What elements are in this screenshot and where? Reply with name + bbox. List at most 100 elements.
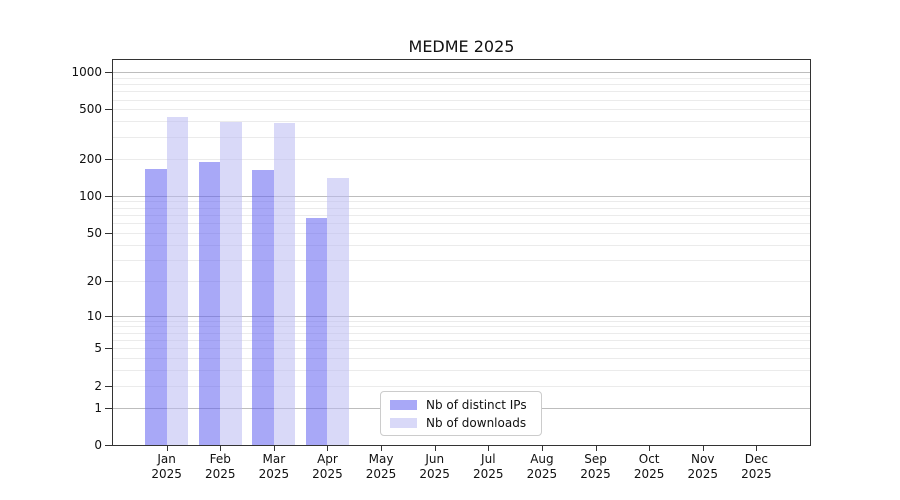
y-tick-mark bbox=[105, 348, 112, 350]
month-label: Feb bbox=[209, 452, 231, 466]
y-tick-label: 20 bbox=[86, 273, 102, 288]
legend-swatch bbox=[390, 417, 417, 428]
year-label: 2025 bbox=[312, 467, 343, 481]
x-tick-mark bbox=[541, 446, 543, 451]
legend-label: Nb of downloads bbox=[426, 415, 527, 430]
gridline bbox=[113, 259, 810, 261]
gridline bbox=[113, 385, 810, 387]
y-tick-label: 100 bbox=[79, 188, 102, 203]
bar-distinct-ips-mar bbox=[252, 170, 274, 445]
x-tick-label: May 2025 bbox=[353, 452, 409, 482]
gridline bbox=[113, 207, 810, 209]
x-tick-label: Aug 2025 bbox=[514, 452, 570, 482]
month-label: Jun bbox=[425, 452, 445, 466]
y-tick-mark bbox=[105, 385, 112, 387]
month-label: Sep bbox=[584, 452, 607, 466]
month-label: Dec bbox=[744, 452, 768, 466]
year-label: 2025 bbox=[473, 467, 504, 481]
bar-downloads-mar bbox=[273, 122, 296, 445]
legend: Nb of distinct IPs Nb of downloads bbox=[380, 391, 542, 436]
month-label: Jan bbox=[157, 452, 176, 466]
x-tick-label: Oct 2025 bbox=[621, 452, 677, 482]
bar-downloads-feb bbox=[220, 121, 242, 445]
y-tick-label: 0 bbox=[94, 438, 102, 452]
gridline bbox=[113, 244, 810, 246]
x-tick-mark bbox=[595, 446, 597, 451]
month-label: Jul bbox=[481, 452, 496, 466]
gridline bbox=[113, 332, 810, 334]
gridline bbox=[113, 201, 810, 203]
gridline bbox=[113, 195, 810, 197]
x-tick-label: Apr 2025 bbox=[299, 452, 355, 482]
gridline bbox=[113, 121, 810, 123]
x-tick-label: Feb 2025 bbox=[192, 452, 248, 482]
gridline bbox=[113, 84, 810, 86]
x-tick-mark bbox=[220, 446, 222, 451]
x-tick-mark bbox=[488, 446, 490, 451]
bar-distinct-ips-jan bbox=[145, 169, 167, 445]
y-tick-mark bbox=[105, 109, 112, 111]
bar-distinct-ips-apr bbox=[305, 218, 328, 445]
x-tick-label: Nov 2025 bbox=[675, 452, 731, 482]
y-tick-mark bbox=[105, 158, 112, 160]
x-tick-mark bbox=[327, 446, 329, 451]
year-label: 2025 bbox=[258, 467, 290, 481]
y-tick-label: 1000 bbox=[71, 65, 102, 80]
year-label: 2025 bbox=[741, 467, 772, 481]
gridline bbox=[113, 214, 810, 216]
y-tick-mark bbox=[105, 280, 112, 282]
month-label: Oct bbox=[638, 452, 660, 466]
y-tick-mark bbox=[105, 232, 112, 234]
month-label: Apr bbox=[317, 452, 338, 466]
x-tick-mark bbox=[381, 446, 383, 451]
x-tick-mark bbox=[756, 446, 758, 451]
x-tick-mark bbox=[273, 446, 275, 451]
x-tick-label: Jan 2025 bbox=[139, 452, 195, 482]
plot-area bbox=[112, 59, 811, 446]
x-tick-label: Mar 2025 bbox=[246, 452, 302, 482]
month-label: Nov bbox=[691, 452, 715, 466]
y-tick-label: 50 bbox=[86, 225, 102, 240]
y-tick-label: 5 bbox=[94, 341, 102, 356]
gridline bbox=[113, 223, 810, 225]
year-label: 2025 bbox=[204, 467, 236, 481]
year-label: 2025 bbox=[687, 467, 719, 481]
bar-downloads-jan bbox=[166, 116, 189, 445]
y-tick-mark bbox=[105, 445, 112, 446]
x-tick-mark bbox=[434, 446, 436, 451]
year-label: 2025 bbox=[419, 467, 450, 481]
y-tick-label: 2 bbox=[94, 378, 102, 393]
x-tick-label: Jul 2025 bbox=[460, 452, 516, 482]
x-tick-label: Jun 2025 bbox=[407, 452, 463, 482]
gridline bbox=[113, 232, 810, 234]
gridline bbox=[113, 358, 810, 360]
x-tick-label: Dec 2025 bbox=[728, 452, 784, 482]
year-label: 2025 bbox=[526, 467, 558, 481]
gridline bbox=[113, 315, 810, 317]
x-tick-label: Sep 2025 bbox=[568, 452, 624, 482]
legend-entry: Nb of downloads bbox=[390, 416, 541, 430]
month-label: May bbox=[368, 452, 394, 466]
gridline bbox=[113, 91, 810, 93]
bar-distinct-ips-feb bbox=[198, 162, 221, 445]
y-tick-label: 10 bbox=[86, 308, 102, 323]
year-label: 2025 bbox=[580, 467, 611, 481]
x-tick-mark bbox=[702, 446, 704, 451]
x-tick-mark bbox=[166, 446, 168, 451]
year-label: 2025 bbox=[365, 467, 397, 481]
y-tick-mark bbox=[105, 407, 112, 409]
legend-label: Nb of distinct IPs bbox=[426, 397, 527, 412]
y-tick-label: 1 bbox=[94, 400, 102, 415]
x-tick-mark bbox=[649, 446, 651, 451]
y-tick-label: 200 bbox=[79, 151, 102, 166]
gridline bbox=[113, 77, 810, 79]
gridline bbox=[113, 109, 810, 111]
chart-title: MEDME 2025 bbox=[408, 37, 515, 56]
year-label: 2025 bbox=[151, 467, 182, 481]
gridline bbox=[113, 348, 810, 350]
y-tick-label: 500 bbox=[79, 102, 102, 117]
y-tick-mark bbox=[105, 195, 112, 197]
bar-downloads-apr bbox=[327, 177, 349, 445]
gridline bbox=[113, 339, 810, 341]
